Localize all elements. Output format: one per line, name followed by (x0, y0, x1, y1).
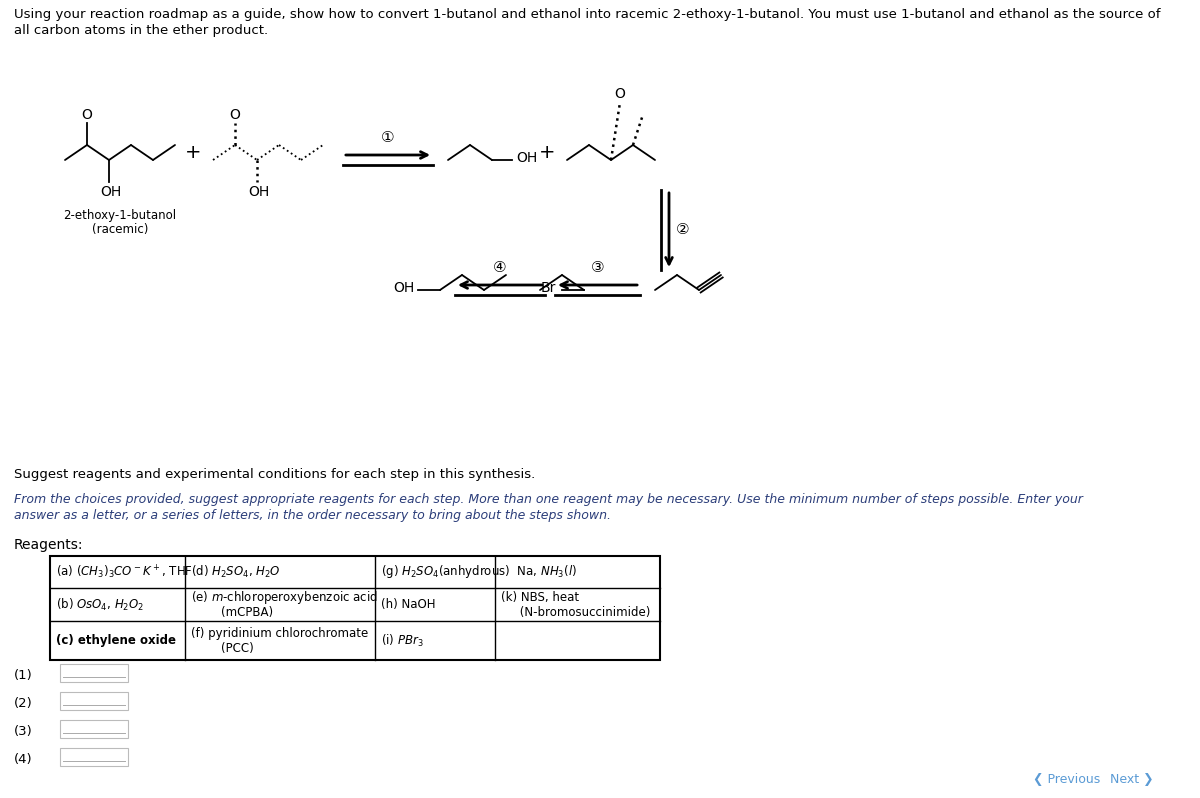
Text: ①: ① (382, 131, 395, 145)
Bar (50, 556, 660, 660)
Text: (f) pyridinium chlorochromate: (f) pyridinium chlorochromate (191, 627, 368, 640)
Text: +: + (539, 144, 556, 163)
Text: O: O (82, 108, 92, 122)
Text: (1): (1) (14, 670, 32, 682)
Text: answer as a letter, or a series of letters, in the order necessary to bring abou: answer as a letter, or a series of lette… (14, 509, 611, 522)
Text: (N-bromosuccinimide): (N-bromosuccinimide) (502, 606, 650, 619)
Bar (60, 664, 128, 682)
Text: (k) NBS, heat: (k) NBS, heat (502, 591, 580, 604)
Text: (i) $PBr_3$: (i) $PBr_3$ (382, 633, 424, 649)
Text: O: O (229, 108, 240, 122)
Bar (60, 720, 128, 738)
Text: 2-ethoxy-1-butanol: 2-ethoxy-1-butanol (64, 208, 176, 222)
Text: From the choices provided, suggest appropriate reagents for each step. More than: From the choices provided, suggest appro… (14, 493, 1082, 506)
Text: OH: OH (516, 151, 538, 165)
Text: (4): (4) (14, 753, 32, 767)
Text: (3): (3) (14, 725, 32, 738)
Text: O: O (614, 88, 625, 101)
Text: (e) $m$-chloroperoxybenzoic acid: (e) $m$-chloroperoxybenzoic acid (191, 589, 378, 606)
Text: (PCC): (PCC) (191, 642, 253, 655)
Text: ③: ③ (590, 260, 605, 275)
Text: OH: OH (101, 185, 121, 199)
Text: ④: ④ (493, 260, 506, 275)
Text: (2): (2) (14, 697, 32, 710)
Text: OH: OH (248, 185, 270, 199)
Text: (mCPBA): (mCPBA) (191, 606, 274, 619)
Text: +: + (185, 144, 202, 163)
Text: (racemic): (racemic) (92, 223, 148, 236)
Text: Reagents:: Reagents: (14, 538, 84, 552)
Text: OH: OH (394, 281, 415, 295)
Text: (c) ethylene oxide: (c) ethylene oxide (56, 634, 176, 647)
Text: (d) $H_2SO_4$, $H_2O$: (d) $H_2SO_4$, $H_2O$ (191, 564, 281, 580)
Text: Next ❯: Next ❯ (1110, 773, 1153, 787)
Text: Suggest reagents and experimental conditions for each step in this synthesis.: Suggest reagents and experimental condit… (14, 468, 535, 481)
Text: all carbon atoms in the ether product.: all carbon atoms in the ether product. (14, 24, 268, 37)
Bar (60, 748, 128, 766)
Text: (b) $OsO_4$, $H_2O_2$: (b) $OsO_4$, $H_2O_2$ (56, 596, 144, 613)
Text: (g) $H_2SO_4$(anhydrous)  Na, $NH_3$($l$): (g) $H_2SO_4$(anhydrous) Na, $NH_3$($l$) (382, 563, 577, 580)
Text: (a) $(CH_3)_3CO^-K^+$, THF: (a) $(CH_3)_3CO^-K^+$, THF (56, 563, 193, 581)
Text: Using your reaction roadmap as a guide, show how to convert 1-butanol and ethano: Using your reaction roadmap as a guide, … (14, 8, 1160, 21)
Text: ❮ Previous: ❮ Previous (1033, 773, 1100, 787)
Text: ②: ② (676, 223, 690, 238)
Text: (h) NaOH: (h) NaOH (382, 598, 436, 611)
Text: Br: Br (540, 281, 556, 295)
Bar (60, 692, 128, 710)
